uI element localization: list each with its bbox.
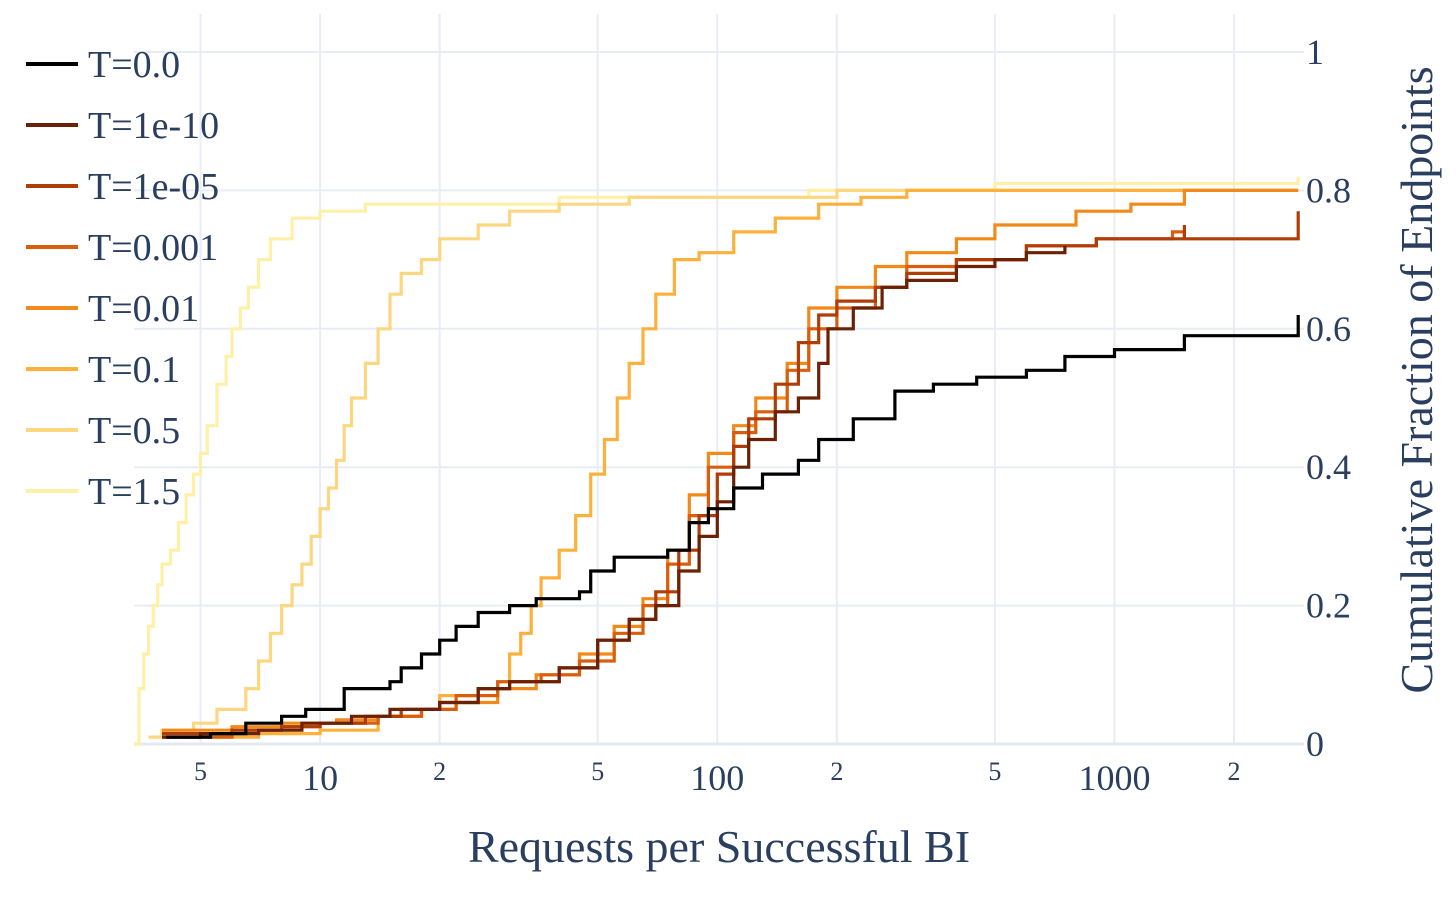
series-line-t-0-01 bbox=[162, 188, 1299, 732]
legend-label: T=0.1 bbox=[88, 349, 180, 391]
y-axis-ticks: 0 0.2 0.4 0.6 0.8 1 bbox=[1306, 32, 1351, 764]
grid-lines bbox=[134, 14, 1304, 746]
legend-label: T=0.001 bbox=[88, 227, 218, 269]
series-line-t-1e-10 bbox=[162, 245, 1067, 739]
series-line-t-0-1 bbox=[182, 188, 1299, 739]
x-minor-tick-label: 5 bbox=[988, 757, 1001, 786]
legend-label: T=1e-10 bbox=[88, 105, 219, 147]
legend-label: T=1.5 bbox=[88, 471, 180, 513]
y-tick-label: 0.2 bbox=[1306, 586, 1351, 626]
legend-label: T=0.01 bbox=[88, 288, 199, 330]
x-axis-ticks: 10 100 1000 5 2 5 2 5 2 bbox=[194, 757, 1241, 798]
x-tick-label: 1000 bbox=[1078, 758, 1150, 798]
y-tick-label: 0 bbox=[1306, 724, 1324, 764]
y-tick-label: 0.6 bbox=[1306, 309, 1351, 349]
x-minor-tick-label: 2 bbox=[433, 757, 446, 786]
x-tick-label: 10 bbox=[302, 758, 338, 798]
x-axis-title: Requests per Successful BI bbox=[468, 821, 970, 872]
y-axis-title: Cumulative Fraction of Endpoints bbox=[1391, 66, 1442, 693]
y-tick-label: 0.4 bbox=[1306, 447, 1351, 487]
x-minor-tick-label: 5 bbox=[591, 757, 604, 786]
x-minor-tick-label: 2 bbox=[830, 757, 843, 786]
legend-label: T=0.5 bbox=[88, 410, 180, 452]
legend-label: T=0.0 bbox=[88, 44, 180, 86]
series-line-t-0-001 bbox=[162, 230, 1186, 739]
x-minor-tick-label: 2 bbox=[1228, 757, 1241, 786]
series-line-t-0-0 bbox=[166, 315, 1300, 739]
legend: T=0.0 T=1e-10 T=1e-05 T=0.001 T=0.01 T=0.1 T=0… bbox=[26, 44, 219, 513]
series-lines bbox=[134, 176, 1300, 746]
series-line-t-1e-05 bbox=[162, 211, 1300, 736]
series-line-t-1-5 bbox=[134, 176, 1300, 746]
y-tick-label: 1 bbox=[1306, 32, 1324, 72]
legend-label: T=1e-05 bbox=[88, 166, 219, 208]
x-minor-tick-label: 5 bbox=[194, 757, 207, 786]
series-line-t-0-5 bbox=[148, 188, 1299, 739]
y-tick-label: 0.8 bbox=[1306, 170, 1351, 210]
x-tick-label: 100 bbox=[690, 758, 744, 798]
